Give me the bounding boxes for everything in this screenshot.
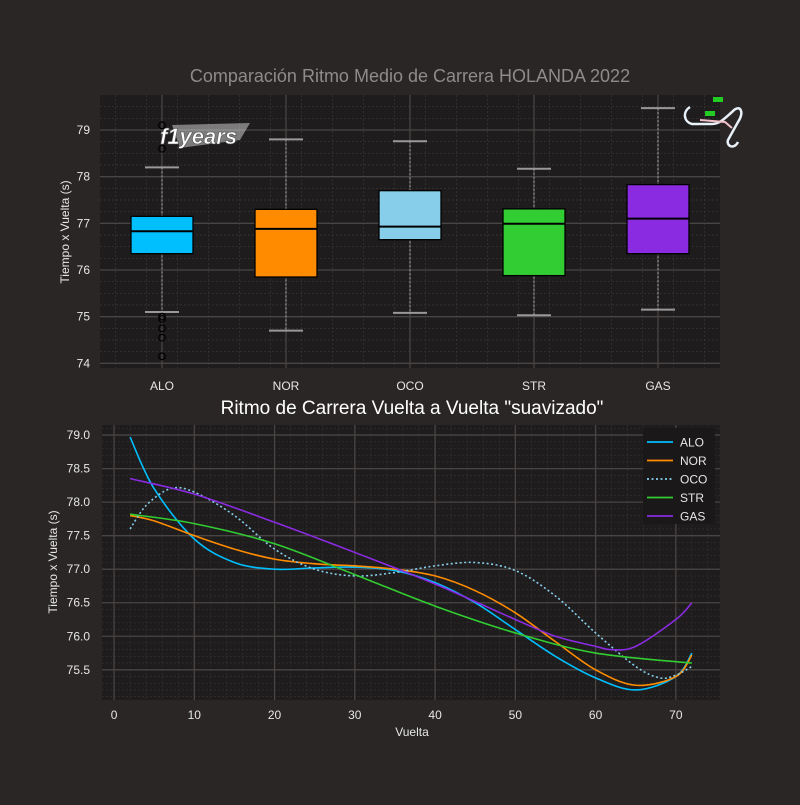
x-tick-label: OCO (396, 379, 423, 393)
legend-label: OCO (680, 473, 707, 487)
outlier-ALO (158, 324, 166, 333)
y-tick-label: 76.5 (67, 596, 91, 610)
y-tick-label: 76 (77, 263, 91, 277)
track-marker (713, 97, 723, 102)
x-tick-label: 20 (268, 708, 282, 722)
x-tick-label: 30 (348, 708, 362, 722)
y-tick-label: 78 (77, 170, 91, 184)
line-chart-title: Ritmo de Carrera Vuelta a Vuelta "suaviz… (221, 398, 604, 419)
box-chart-ylabel: Tiempo x Vuelta (s) (58, 180, 72, 283)
legend: ALO NOR OCO STR GAS (643, 428, 715, 524)
box-NOR (254, 208, 318, 278)
x-tick-label: 50 (509, 708, 523, 722)
outlier-ALO (158, 315, 166, 323)
outlier-ALO (158, 312, 166, 321)
y-tick-label: 77.5 (67, 529, 91, 543)
line-chart-xlabel: Vuelta (395, 725, 429, 739)
y-tick-label: 75.5 (67, 663, 91, 677)
x-tick-label: 10 (188, 708, 202, 722)
outlier-ALO (158, 144, 166, 153)
outlier-ALO (158, 333, 166, 342)
y-tick-label: 76.0 (67, 629, 91, 643)
x-tick-label: 70 (669, 708, 683, 722)
legend-box (643, 428, 715, 524)
track-outline (683, 105, 743, 148)
y-tick-label: 77 (77, 216, 91, 230)
x-tick-label: 0 (111, 708, 118, 722)
series-line-STR (129, 513, 692, 664)
x-tick-label: 60 (589, 708, 603, 722)
box-STR (502, 208, 566, 277)
box-ALO (130, 215, 194, 255)
y-tick-label: 74 (77, 356, 91, 370)
track-map-icon (683, 97, 743, 148)
x-tick-label: 40 (428, 708, 442, 722)
checkered-flag-icon (172, 123, 250, 148)
outlier-ALO (158, 352, 166, 361)
box-OCO (378, 190, 442, 241)
x-tick-label: STR (522, 379, 546, 393)
y-tick-label: 79 (77, 123, 91, 137)
x-tick-label: NOR (273, 379, 300, 393)
legend-label: GAS (680, 510, 705, 524)
track-sector (699, 119, 733, 129)
outlier-ALO (158, 121, 166, 130)
series-line-NOR (129, 514, 693, 687)
y-tick-label: 75 (77, 310, 91, 324)
y-tick-label: 77.0 (67, 562, 91, 576)
y-tick-label: 78.0 (67, 495, 91, 509)
logo-text: f1years (160, 124, 237, 149)
legend-label: NOR (680, 454, 707, 468)
f1years-logo: f1years (160, 123, 250, 149)
series-line-GAS (129, 477, 693, 651)
legend-label: STR (680, 491, 704, 505)
box-chart-title: Comparación Ritmo Medio de Carrera HOLAN… (190, 66, 630, 86)
legend-label: ALO (680, 436, 704, 450)
x-tick-label: GAS (645, 379, 670, 393)
y-tick-label: 79.0 (67, 428, 91, 442)
line-chart-ylabel: Tiempo x Vuelta (s) (46, 510, 60, 613)
x-tick-label: ALO (150, 379, 174, 393)
track-marker (705, 111, 715, 116)
y-tick-label: 78.5 (67, 462, 91, 476)
